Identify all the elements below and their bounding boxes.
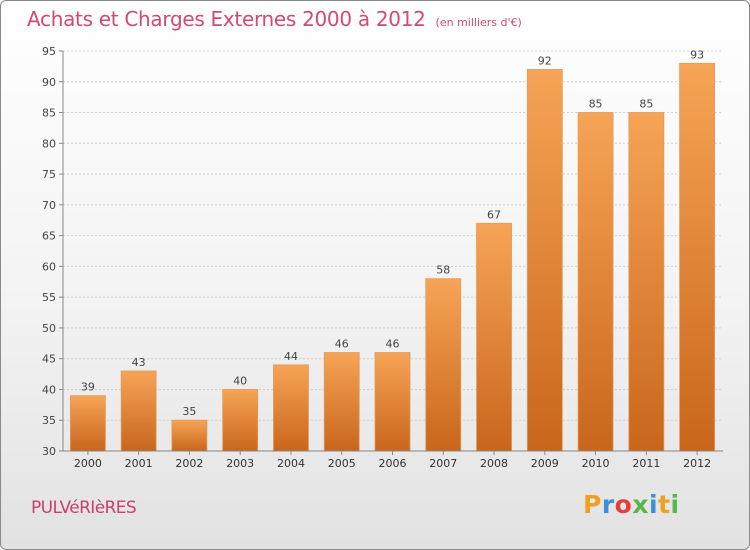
bar-value-label-2000: 39 (81, 381, 95, 394)
bar-2008 (476, 222, 512, 452)
bar-value-label-2011: 85 (639, 98, 653, 111)
x-tick-label-2011: 2011 (632, 457, 660, 470)
y-tick-label-50: 50 (42, 322, 56, 335)
bar-2006 (374, 352, 411, 452)
bar-2009 (526, 69, 563, 452)
x-tick-label-2006: 2006 (379, 457, 407, 470)
bar-value-label-2009: 92 (538, 54, 552, 67)
bars (69, 62, 716, 452)
bar-2002 (171, 419, 208, 452)
x-tick-label-2008: 2008 (480, 457, 508, 470)
chart-title: Achats et Charges Externes 2000 à 2012 (e… (27, 7, 522, 31)
y-tick-label-80: 80 (42, 137, 56, 150)
bar-2003 (222, 389, 259, 452)
bar-value-label-2006: 46 (386, 338, 400, 351)
commune-name: PULVéRIèRES (31, 498, 137, 518)
bar-2010 (577, 112, 614, 452)
y-tick-label-55: 55 (42, 291, 56, 304)
y-tick-label-95: 95 (42, 45, 56, 58)
y-tick-label-30: 30 (42, 445, 56, 458)
bar-2005 (323, 352, 360, 452)
x-tick-label-2000: 2000 (74, 457, 102, 470)
x-tick-label-2007: 2007 (429, 457, 457, 470)
y-tick-label-60: 60 (42, 260, 56, 273)
bar-value-label-2010: 85 (589, 98, 603, 111)
x-tick-label-2009: 2009 (531, 457, 559, 470)
y-tick-label-65: 65 (42, 230, 56, 243)
y-tick-label-85: 85 (42, 107, 56, 120)
bar-value-label-2012: 93 (690, 48, 704, 61)
bar-value-label-2005: 46 (335, 338, 349, 351)
y-tick-label-75: 75 (42, 168, 56, 181)
x-tick-label-2004: 2004 (277, 457, 305, 470)
y-tick-label-35: 35 (42, 414, 56, 427)
bar-value-label-2008: 67 (487, 208, 501, 221)
y-tick-label-90: 90 (42, 76, 56, 89)
x-tick-label-2012: 2012 (683, 457, 711, 470)
bar-2001 (120, 370, 157, 452)
axes (59, 50, 723, 455)
x-tick-label-2005: 2005 (328, 457, 356, 470)
bar-value-label-2007: 58 (436, 264, 450, 277)
bar-value-label-2003: 40 (233, 374, 247, 387)
bar-value-label-2001: 43 (132, 356, 146, 369)
x-tick-label-2001: 2001 (125, 457, 153, 470)
bar-2012 (679, 62, 716, 452)
bar-2004 (273, 364, 309, 452)
x-tick-label-2010: 2010 (582, 457, 610, 470)
bar-2007 (425, 278, 462, 452)
bar-value-label-2002: 35 (182, 405, 196, 418)
bar-value-label-2004: 44 (284, 350, 298, 363)
y-tick-label-45: 45 (42, 353, 56, 366)
bar-2000 (69, 395, 106, 452)
y-tick-label-70: 70 (42, 199, 56, 212)
y-tick-label-40: 40 (42, 383, 56, 396)
chart-title-text: Achats et Charges Externes 2000 à 2012 (27, 7, 426, 31)
chart-unit-label: (en milliers d'€) (435, 16, 522, 29)
proxiti-logo[interactable]: Proxiti (583, 490, 680, 519)
tick-labels: 30 35 40 45 50 55 60 65 70 75 80 85 90 95 39 2000 43 2001… (42, 45, 711, 470)
bar-2011 (628, 112, 665, 452)
x-tick-label-2002: 2002 (175, 457, 203, 470)
x-tick-label-2003: 2003 (226, 457, 254, 470)
